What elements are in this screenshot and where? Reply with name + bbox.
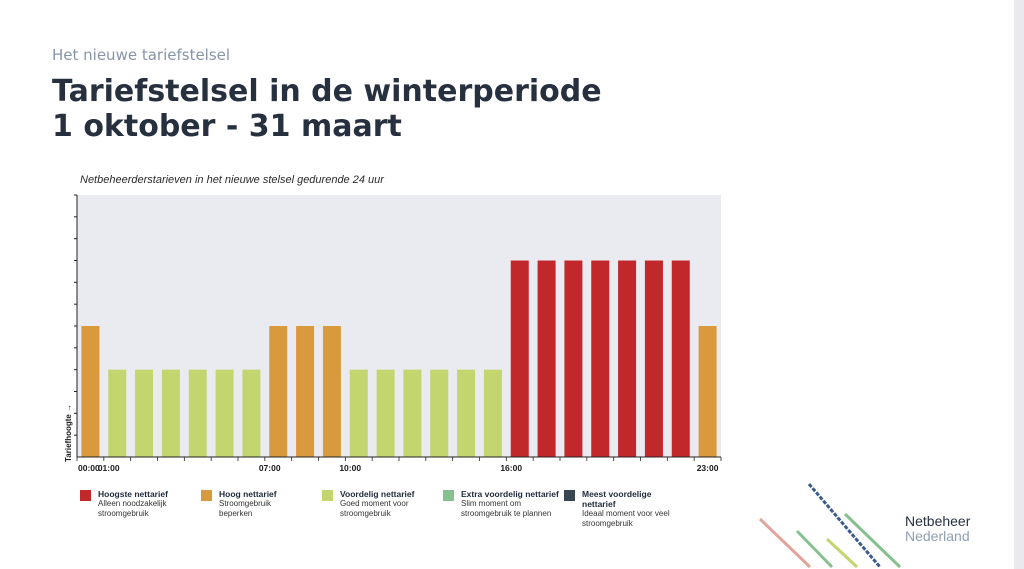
plot-area bbox=[77, 195, 721, 457]
legend-swatch bbox=[201, 490, 212, 501]
x-tick-label: 10:00 bbox=[339, 463, 361, 473]
legend-item-highest: Hoogste nettarief Alleen noodzakelijk st… bbox=[80, 489, 201, 529]
legend-desc: Ideaal moment voor veel bbox=[582, 509, 670, 518]
bar-hour-5 bbox=[215, 369, 234, 457]
bar-hour-17 bbox=[537, 260, 556, 457]
legend-desc: stroomgebruik te plannen bbox=[461, 509, 552, 518]
slide-title: Tariefstelsel in de winterperiode 1 okto… bbox=[52, 74, 602, 144]
legend-title: Hoogste nettarief bbox=[98, 489, 168, 499]
bar-hour-3 bbox=[161, 369, 180, 457]
legend: Hoogste nettarief Alleen noodzakelijk st… bbox=[80, 489, 685, 529]
x-tick-label: 16:00 bbox=[500, 463, 522, 473]
legend-desc: Slim moment om bbox=[461, 499, 522, 508]
bar-hour-22 bbox=[671, 260, 690, 457]
chart-title: Netbeheerderstarieven in het nieuwe stel… bbox=[80, 174, 384, 186]
legend-swatch bbox=[80, 490, 91, 501]
legend-swatch bbox=[564, 490, 575, 501]
bar-hour-12 bbox=[403, 369, 422, 457]
legend-item-high: Hoog nettarief Stroomgebruik beperken bbox=[201, 489, 322, 529]
legend-swatch bbox=[443, 490, 454, 501]
title-line-2: 1 oktober - 31 maart bbox=[52, 109, 402, 144]
legend-desc: Goed moment voor bbox=[340, 499, 409, 508]
y-axis-label: Tariefhoogte → bbox=[64, 403, 73, 462]
legend-desc: Stroomgebruik bbox=[219, 499, 272, 508]
x-tick-label: 23:00 bbox=[697, 463, 719, 473]
x-tick-label: 00:00 bbox=[78, 463, 100, 473]
netbeheer-logo: Netbeheer Nederland bbox=[905, 514, 970, 544]
bar-hour-18 bbox=[564, 260, 583, 457]
x-tick-label: 07:00 bbox=[259, 463, 281, 473]
legend-swatch bbox=[322, 490, 333, 501]
bar-hour-19 bbox=[591, 260, 610, 457]
bar-hour-9 bbox=[322, 326, 341, 457]
bar-hour-14 bbox=[457, 369, 476, 457]
slide-kicker: Het nieuwe tariefstelsel bbox=[52, 46, 231, 64]
legend-title: Voordelig nettarief bbox=[340, 489, 415, 499]
bar-hour-11 bbox=[376, 369, 395, 457]
legend-desc: stroomgebruik bbox=[98, 509, 149, 518]
legend-item-most-favourable: Meest voordelige nettarief Ideaal moment… bbox=[564, 489, 685, 529]
bar-hour-23 bbox=[698, 326, 717, 457]
title-line-1: Tariefstelsel in de winterperiode bbox=[52, 74, 602, 109]
window-edge bbox=[1014, 0, 1024, 569]
legend-desc: Alleen noodzakelijk bbox=[98, 499, 167, 508]
bar-hour-13 bbox=[430, 369, 449, 457]
bar-hour-1 bbox=[108, 369, 127, 457]
legend-item-favourable: Voordelig nettarief Goed moment voor str… bbox=[322, 489, 443, 529]
x-tick-label: 01:00 bbox=[98, 463, 120, 473]
bar-hour-20 bbox=[618, 260, 637, 457]
bar-hour-7 bbox=[269, 326, 288, 457]
bar-hour-10 bbox=[349, 369, 368, 457]
bar-hour-8 bbox=[296, 326, 315, 457]
bar-hour-16 bbox=[510, 260, 529, 457]
legend-desc: stroomgebruik bbox=[340, 509, 391, 518]
bar-hour-21 bbox=[644, 260, 663, 457]
bar-hour-4 bbox=[188, 369, 207, 457]
logo-decoration bbox=[758, 483, 902, 569]
legend-desc: stroomgebruik bbox=[582, 519, 633, 528]
legend-desc: beperken bbox=[219, 509, 253, 518]
legend-title: Extra voordelig nettarief bbox=[461, 489, 559, 499]
legend-item-extra-favourable: Extra voordelig nettarief Slim moment om… bbox=[443, 489, 564, 529]
logo-line-2: Nederland bbox=[905, 528, 970, 544]
logo-line-1: Netbeheer bbox=[905, 513, 971, 529]
legend-title: Meest voordelige nettarief bbox=[582, 489, 652, 509]
legend-title: Hoog nettarief bbox=[219, 489, 277, 499]
bar-hour-15 bbox=[483, 369, 502, 457]
bar-hour-2 bbox=[135, 369, 154, 457]
bar-hour-6 bbox=[242, 369, 261, 457]
bar-hour-0 bbox=[81, 326, 100, 457]
